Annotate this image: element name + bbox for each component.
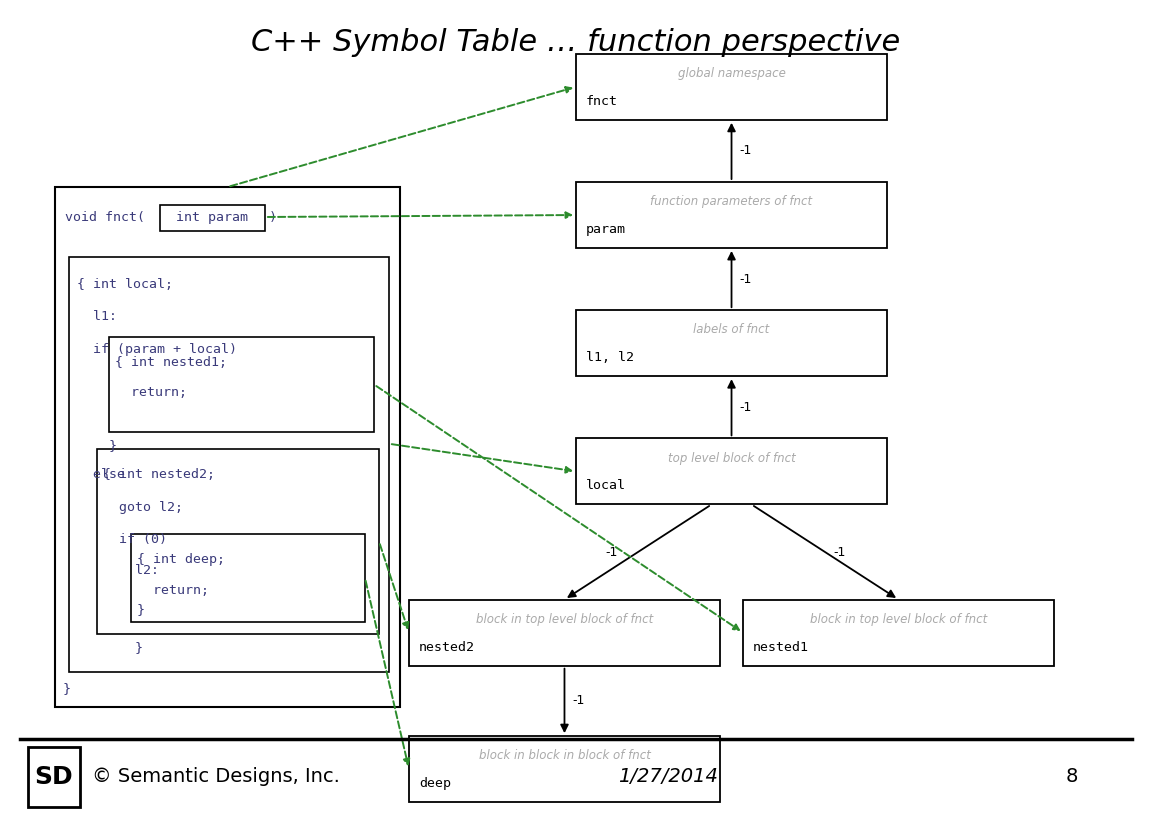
Text: block in top level block of fnct: block in top level block of fnct <box>810 613 987 626</box>
Text: -1: -1 <box>740 145 752 157</box>
Bar <box>28 747 79 807</box>
Text: labels of fnct: labels of fnct <box>694 323 770 337</box>
Text: int param: int param <box>176 211 249 223</box>
Bar <box>28 796 54 807</box>
Bar <box>97 449 379 634</box>
Bar <box>69 257 389 672</box>
Text: }: } <box>137 604 145 616</box>
Text: block in block in block of fnct: block in block in block of fnct <box>478 749 651 762</box>
Text: if (param + local): if (param + local) <box>77 342 237 356</box>
Text: return;: return; <box>115 386 187 399</box>
Text: 1/27/2014: 1/27/2014 <box>619 767 718 786</box>
Text: l1:: l1: <box>77 310 118 323</box>
Text: goto l2;: goto l2; <box>103 500 183 514</box>
Bar <box>409 736 720 802</box>
Text: -1: -1 <box>740 401 752 414</box>
Text: -1: -1 <box>833 546 846 558</box>
Bar <box>576 310 887 376</box>
Text: { int local;: { int local; <box>77 279 173 291</box>
Text: { int nested2;: { int nested2; <box>103 469 215 481</box>
Bar <box>576 182 887 248</box>
Bar <box>55 187 400 707</box>
Text: if (0): if (0) <box>103 533 167 546</box>
Text: nested2: nested2 <box>419 641 475 653</box>
Bar <box>743 600 1054 666</box>
Text: deep: deep <box>419 777 450 790</box>
Bar <box>409 600 720 666</box>
Text: function parameters of fnct: function parameters of fnct <box>651 195 812 208</box>
Bar <box>576 438 887 504</box>
Bar <box>28 784 59 795</box>
Text: ): ) <box>270 211 276 223</box>
Text: }: } <box>103 642 143 654</box>
Text: fnct: fnct <box>586 95 617 108</box>
Text: void fnct(: void fnct( <box>65 211 153 223</box>
Text: nested1: nested1 <box>753 641 809 653</box>
Text: { int deep;: { int deep; <box>137 553 225 566</box>
Text: block in top level block of fnct: block in top level block of fnct <box>476 613 653 626</box>
Bar <box>576 54 887 120</box>
Text: return;: return; <box>137 584 209 596</box>
Text: }: } <box>63 682 71 696</box>
Text: C++ Symbol Table … function perspective: C++ Symbol Table … function perspective <box>251 28 901 57</box>
Bar <box>131 534 365 622</box>
Text: 8: 8 <box>1066 767 1077 786</box>
Text: }: } <box>77 439 118 452</box>
Text: param: param <box>586 223 626 236</box>
Text: local: local <box>586 480 626 492</box>
Text: SD: SD <box>35 765 74 789</box>
Text: l2:: l2: <box>103 565 159 577</box>
Bar <box>28 772 54 783</box>
Text: l1, l2: l1, l2 <box>586 351 634 364</box>
Bar <box>28 760 59 771</box>
Bar <box>28 748 54 759</box>
Text: top level block of fnct: top level block of fnct <box>668 452 795 465</box>
Text: -1: -1 <box>606 546 617 558</box>
Text: © Semantic Designs, Inc.: © Semantic Designs, Inc. <box>92 767 340 786</box>
Bar <box>160 205 265 231</box>
Text: else: else <box>77 467 126 480</box>
Text: { int nested1;: { int nested1; <box>115 356 227 370</box>
Text: -1: -1 <box>573 695 585 707</box>
Bar <box>109 337 374 432</box>
Text: -1: -1 <box>740 273 752 285</box>
Text: global namespace: global namespace <box>677 67 786 80</box>
